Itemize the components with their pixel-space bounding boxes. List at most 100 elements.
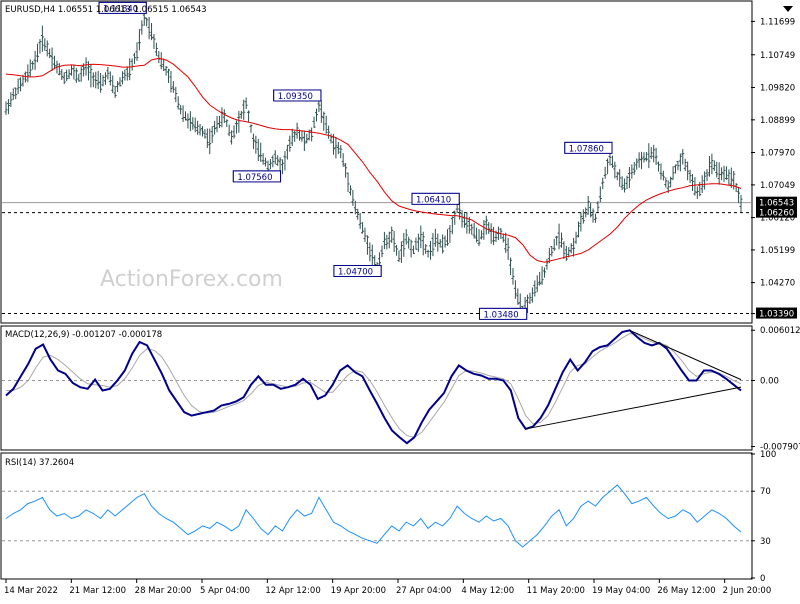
price-bar [298, 129, 302, 141]
y-tick-label: 1.09820 [760, 83, 795, 93]
price-bar [557, 223, 561, 250]
price-bar [671, 166, 675, 180]
price-bar [686, 161, 690, 181]
price-bar [145, 17, 149, 27]
price-bar [610, 155, 614, 168]
annotation-box [232, 170, 282, 183]
price-bar [334, 137, 338, 159]
price-bar [567, 247, 571, 258]
price-bar [186, 113, 190, 129]
price-bar [120, 71, 124, 85]
macd-panel-frame [0, 325, 753, 451]
price-bar [538, 271, 542, 286]
price-bar [581, 209, 585, 224]
price-bar [596, 201, 600, 212]
price-annotation: 1.07560 [232, 170, 282, 183]
price-bar [450, 216, 454, 235]
price-bar [414, 237, 418, 250]
price-bar [475, 227, 479, 243]
price-bar [487, 222, 491, 234]
price-bar [154, 42, 158, 56]
price-bar [220, 107, 224, 128]
price-bar [445, 229, 449, 246]
price-bar [91, 72, 95, 88]
annotation-label: 1.09350 [278, 92, 313, 102]
price-bar [552, 238, 556, 251]
price-bar [45, 40, 49, 57]
watermark-text: ActionForex.com [100, 267, 283, 292]
price-axis-label-text: 1.03390 [759, 310, 794, 320]
price-bar [222, 109, 226, 123]
x-tick-label: 2 Jun 20:00 [723, 586, 772, 596]
price-bar [200, 126, 204, 137]
price-bar [688, 169, 692, 183]
price-bar [346, 172, 350, 192]
price-bar [128, 58, 132, 81]
price-bar [305, 133, 309, 144]
macd-signal-line [6, 333, 742, 438]
rsi-panel-title: RSI(14) 37.2604 [5, 458, 74, 468]
price-bar [707, 156, 711, 177]
price-bar [72, 64, 76, 80]
price-bar [176, 96, 180, 110]
y-tick-label: 1.10749 [760, 51, 795, 61]
annotation-box [98, 1, 147, 14]
y-tick-label: 1.08899 [760, 116, 795, 126]
price-bar [213, 120, 217, 135]
price-bar [74, 68, 78, 83]
price-bar [256, 139, 260, 162]
price-bar [348, 185, 352, 196]
price-bar [399, 241, 403, 263]
y-tick-label: 1.11699 [760, 17, 795, 27]
price-bar [513, 280, 517, 299]
price-bar [50, 47, 54, 71]
price-bar [353, 200, 357, 215]
price-bar [339, 145, 343, 159]
price-bar [99, 73, 103, 93]
price-bar [215, 115, 219, 133]
x-tick-label: 19 Apr 20:00 [331, 586, 386, 596]
price-axis-label-bg [756, 196, 797, 208]
price-bar [681, 149, 685, 165]
price-bar [147, 16, 151, 40]
price-bar [48, 48, 52, 59]
price-bar [448, 224, 452, 243]
price-bar [492, 226, 496, 246]
price-bar [111, 75, 115, 93]
price-bar [620, 176, 624, 191]
price-bar [615, 171, 619, 181]
price-bar [659, 163, 663, 180]
price-annotation: 1.03480 [478, 307, 528, 320]
price-bar [21, 74, 25, 87]
price-bar [268, 159, 272, 170]
price-bar [198, 123, 202, 136]
price-bar [489, 223, 493, 244]
price-bar [210, 126, 214, 143]
price-bar [264, 157, 268, 167]
price-annotation: 1.07860 [564, 141, 613, 154]
rsi-panel: 100 70 30 0 [2, 450, 776, 584]
price-bar [586, 195, 590, 215]
price-bar [412, 245, 416, 254]
price-bar [26, 64, 30, 83]
price-bar [504, 232, 508, 253]
price-bar [150, 23, 154, 41]
price-bar [174, 86, 178, 103]
price-bar [724, 166, 728, 180]
price-bar [472, 222, 476, 239]
price-bar [77, 73, 81, 82]
price-bar [613, 161, 617, 179]
price-bar [140, 20, 144, 35]
price-bar [516, 288, 520, 305]
price-bar [528, 292, 532, 305]
price-bar [664, 177, 668, 188]
price-bar [579, 212, 583, 232]
price-bar [310, 127, 314, 142]
price-bar [361, 222, 365, 234]
price-bar [543, 267, 547, 278]
price-bar [705, 169, 709, 182]
price-bar [661, 170, 665, 181]
price-bar [356, 208, 360, 220]
down-triangle-icon[interactable] [783, 6, 793, 12]
y-tick-label: 30 [760, 537, 771, 547]
